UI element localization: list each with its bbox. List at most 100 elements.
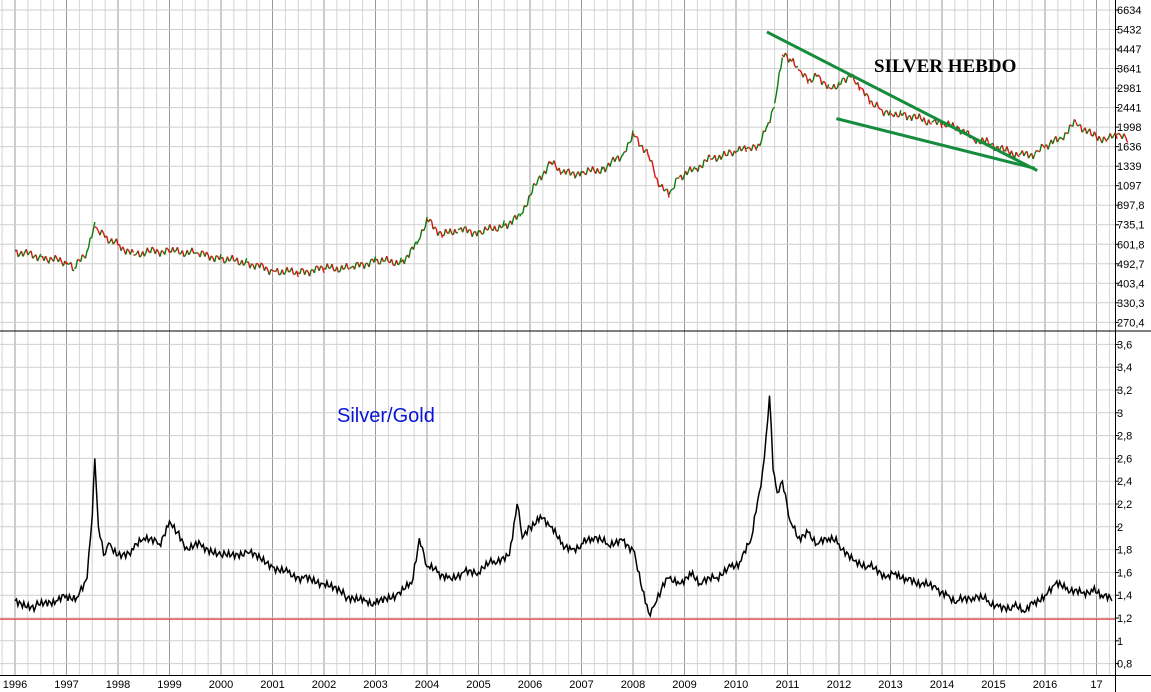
year-tick-label: 2006 [518,679,542,691]
price-segment [840,78,844,85]
price-segment [1073,119,1077,123]
price-segment [270,268,273,272]
price-segment [515,214,519,220]
price-segment [1015,151,1019,156]
price-segment [697,164,701,172]
price-segment [1001,145,1005,152]
price-segment [609,160,613,167]
price-segment [131,249,135,253]
price-segment [714,154,718,162]
silver-price-series [14,52,1129,278]
price-segment [429,218,433,222]
year-tick-label: 1996 [3,679,27,691]
price-gridlines [0,9,1115,323]
price-segment [845,76,849,84]
price-segment [629,140,632,144]
price-segment [358,262,362,268]
price-segment [1069,124,1072,127]
price-segment [778,68,782,73]
year-tick-label: 1999 [157,679,181,691]
price-segment [630,130,634,142]
price-segment [1027,154,1031,159]
price-segment [728,149,732,153]
price-segment [865,92,869,97]
price-segment [378,262,381,265]
ratio-tick-label: 0,8 [1117,659,1132,671]
price-segment [151,246,155,250]
price-segment [1106,137,1110,141]
price-segment [479,230,483,235]
price-segment [1010,150,1014,156]
price-segment [258,262,262,269]
price-segment [656,177,660,188]
price-axis-ticks: 6634 5432 4447 3641 2981 2441 1998 1636 1339 1097… [1115,5,1145,329]
price-segment [738,145,742,152]
year-tick-label: 2012 [827,679,851,691]
year-tick-label: 1997 [54,679,78,691]
price-segment [599,166,603,174]
price-segment [1058,136,1062,140]
price-segment [181,250,185,257]
price-segment [522,205,526,214]
price-segment [1114,132,1118,139]
price-segment [318,265,322,272]
price-segment [792,58,796,66]
price-segment [517,213,521,216]
ratio-tick-label: 1,2 [1117,613,1132,625]
price-segment [711,157,714,161]
price-segment [1125,137,1129,143]
price-segment [40,255,43,258]
price-segment [1017,154,1020,158]
ratio-tick-label: 3,2 [1117,385,1132,397]
ratio-line [14,395,1113,618]
price-tick-label: 6634 [1117,5,1141,17]
vertical-gridlines [1,0,1110,675]
price-segment [558,167,562,176]
price-segment [468,228,471,231]
price-segment [1036,149,1039,152]
year-tick-label: 2002 [312,679,336,691]
price-segment [417,237,421,242]
ratio-tick-label: 3 [1117,408,1123,420]
price-segment [511,217,515,225]
price-tick-label: 1998 [1117,122,1141,134]
price-segment [787,58,791,63]
price-segment [489,224,493,230]
price-segment [1077,124,1080,127]
price-segment [242,262,246,266]
price-segment [1075,121,1079,127]
price-segment [747,146,750,149]
price-segment [54,254,58,259]
price-segment [901,112,905,117]
year-tick-label: 2005 [466,679,490,691]
price-segment [826,84,830,90]
price-segment [709,157,713,161]
price-segment [641,145,645,153]
price-segment [877,107,881,110]
price-segment [836,81,840,89]
price-segment [223,261,227,264]
price-segment [416,240,420,245]
price-segment [422,226,426,232]
year-tick-label: 2016 [1033,679,1057,691]
price-segment [308,269,312,277]
price-segment [501,220,505,228]
price-segment [1064,131,1067,134]
price-segment [30,250,34,259]
price-segment [251,263,254,266]
ratio-tick-label: 3,6 [1117,339,1132,351]
price-segment [368,259,372,268]
ratio-tick-label: 2,6 [1117,453,1132,465]
price-segment [773,94,777,104]
price-segment [625,142,629,152]
price-segment [146,247,150,253]
price-segment [898,110,902,117]
price-segment [565,170,568,175]
price-segment [336,266,340,273]
price-segment [579,170,583,177]
price-segment [1039,143,1043,152]
price-segment [291,267,295,275]
price-segment [708,154,711,158]
price-segment [651,160,655,170]
price-segment [804,73,807,77]
